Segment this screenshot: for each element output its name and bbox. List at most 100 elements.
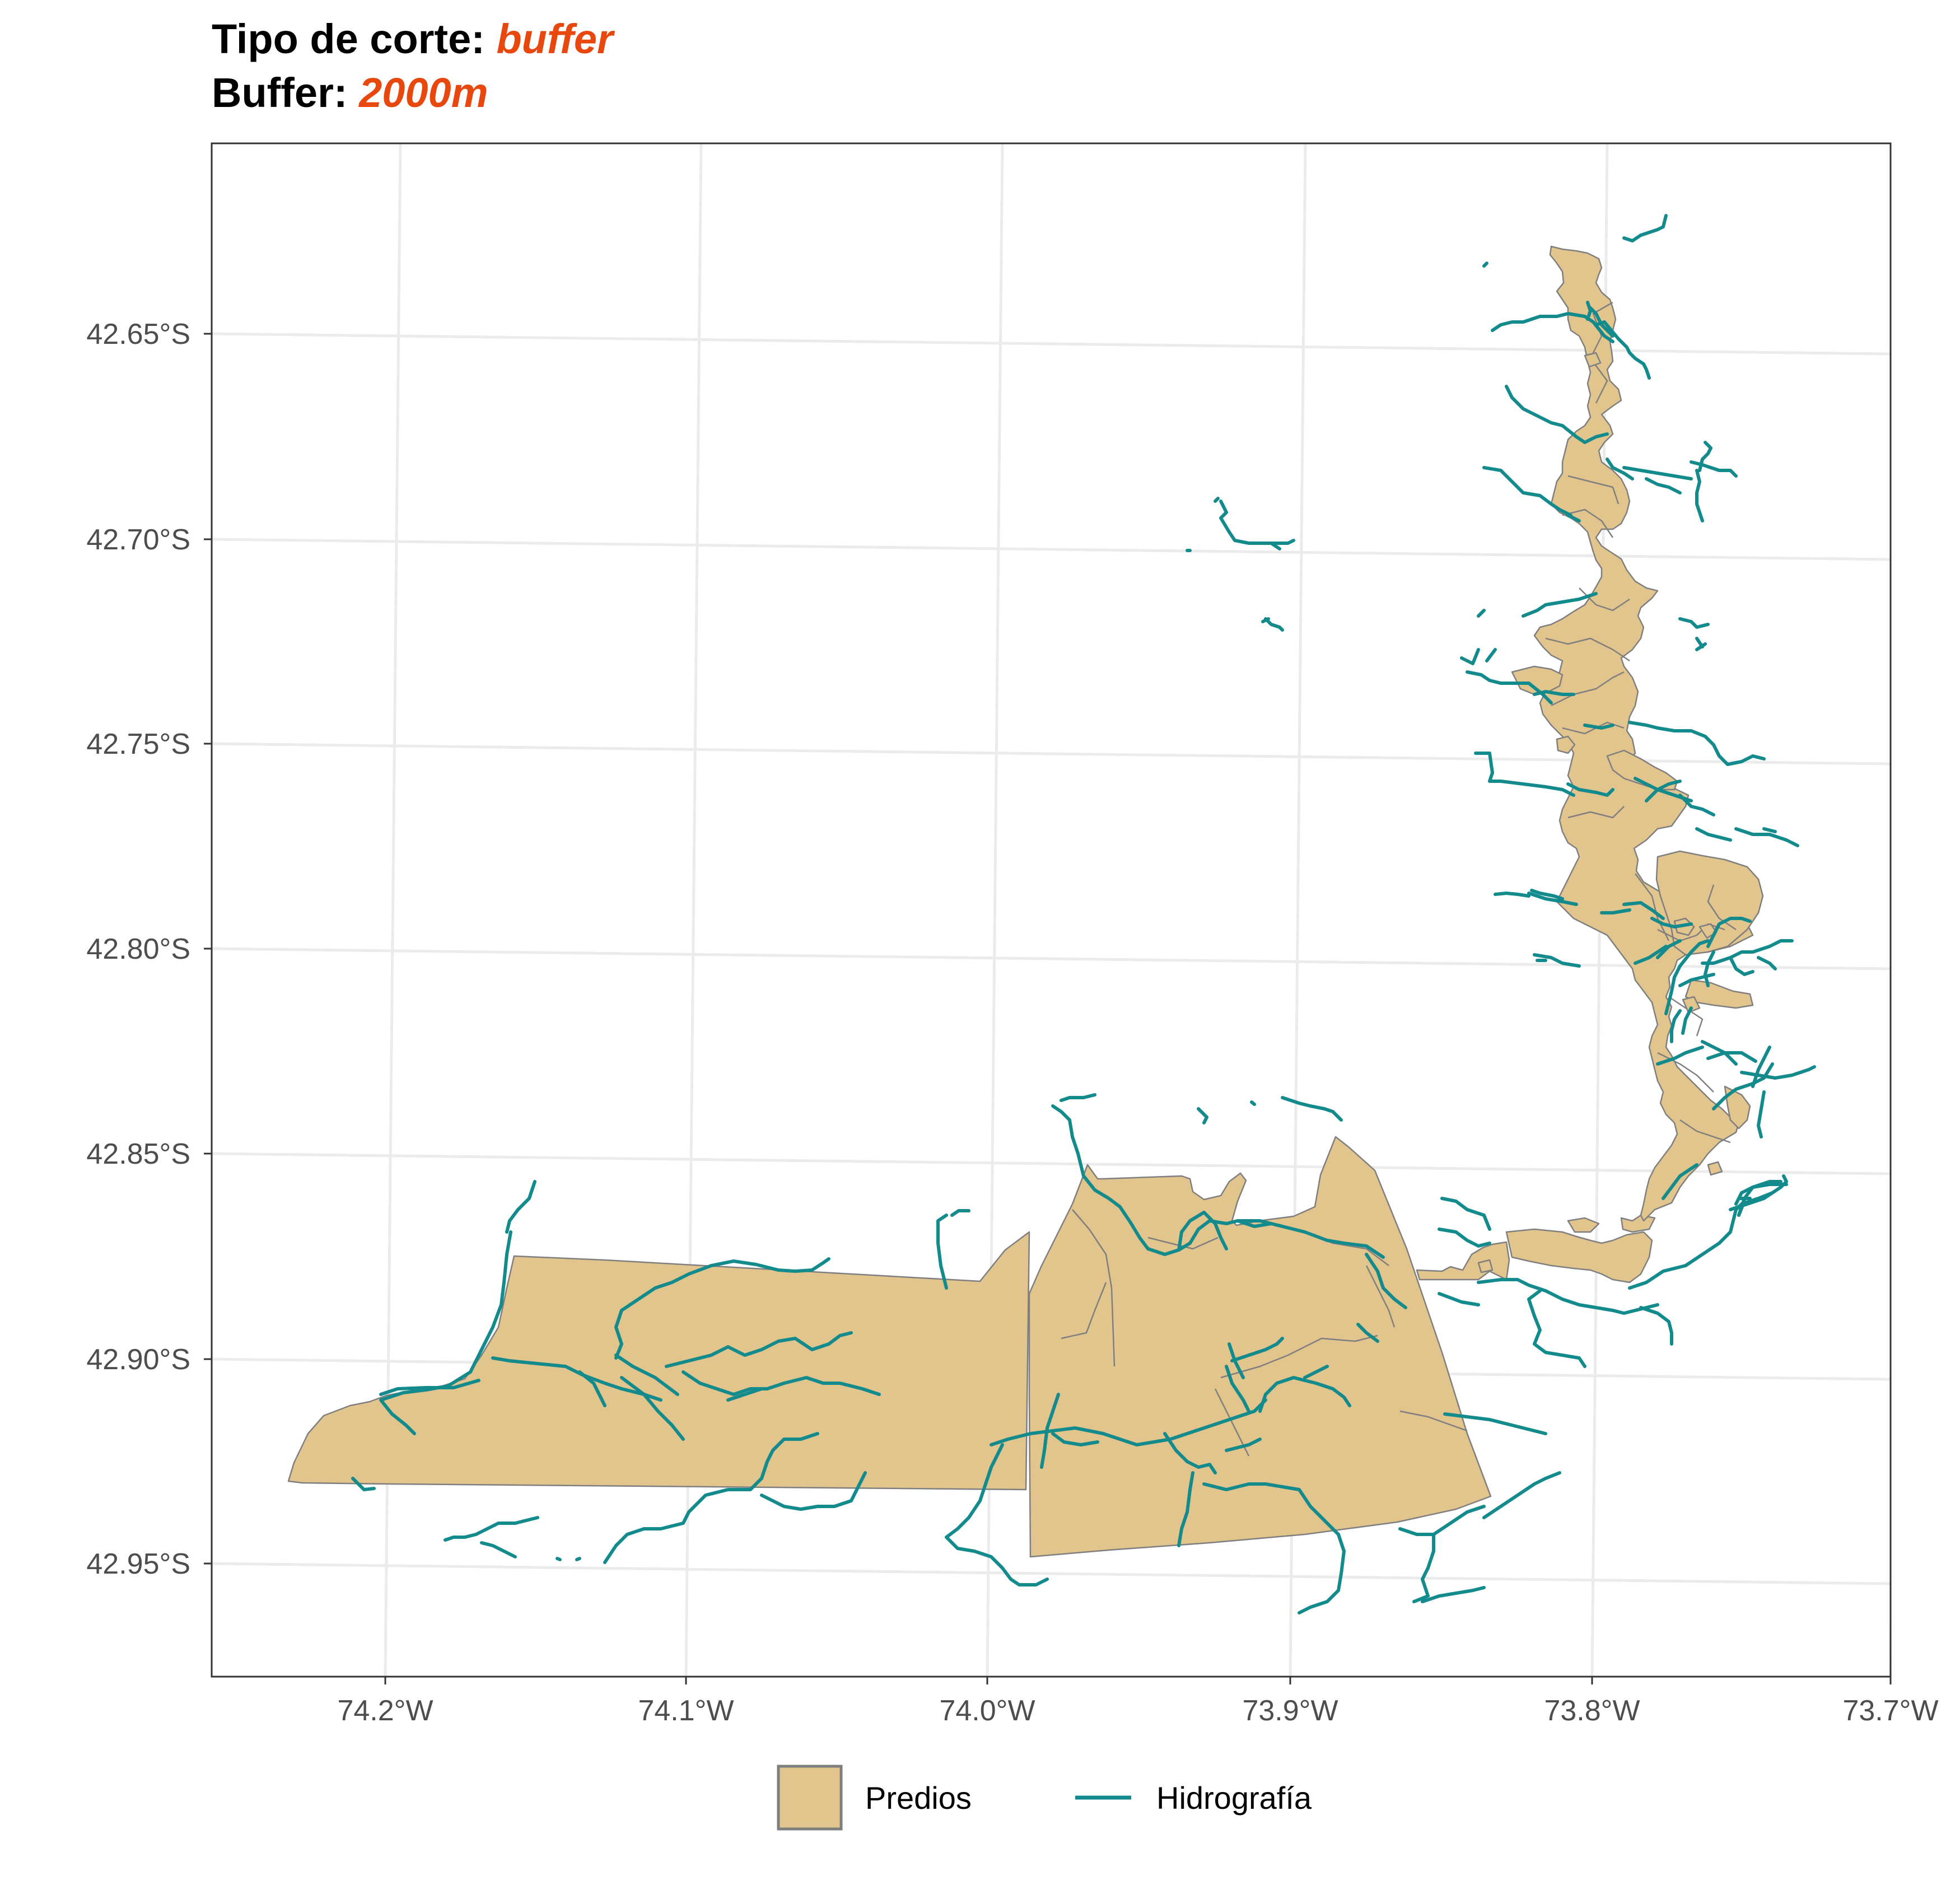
river-line (1664, 939, 1710, 1015)
river-line (1146, 1211, 1228, 1256)
river-line (1494, 892, 1530, 898)
parcel-division (1365, 1265, 1396, 1328)
river-line (1670, 1009, 1682, 1043)
river-line (1757, 1090, 1766, 1138)
parcel-division (1220, 1334, 1378, 1379)
river-line (1737, 1180, 1782, 1217)
x-tick-label: 73.7°W (1842, 1695, 1938, 1727)
river-line (1594, 320, 1651, 380)
river-line (1622, 214, 1668, 242)
river-line (1225, 1438, 1262, 1452)
river-line (1440, 1197, 1491, 1231)
y-tick-label: 42.95°S (86, 1548, 190, 1580)
river-line (1695, 827, 1732, 842)
river-line (1051, 1104, 1150, 1250)
parallel-42.85 (212, 1152, 1891, 1175)
parcel-division (1072, 1209, 1116, 1367)
river-line (1477, 609, 1486, 618)
legend: Predios Hidrografía (777, 1765, 1312, 1831)
river-line (1482, 1471, 1561, 1519)
predio-cluster (1556, 735, 1576, 754)
river-line (1678, 973, 1715, 987)
title-line-1-label: Tipo de corte: (212, 16, 497, 62)
predio-cluster (1477, 1259, 1494, 1273)
river-line (1412, 1533, 1435, 1603)
x-tick-label: 74.0°W (939, 1695, 1035, 1727)
river-line (1236, 1219, 1273, 1228)
river-line (1474, 752, 1575, 797)
river-line (1586, 301, 1592, 321)
river-line (1734, 827, 1799, 847)
title-line-2-value: 2000m (359, 69, 488, 116)
river-line (1491, 312, 1614, 343)
x-tick-label: 73.8°W (1544, 1695, 1640, 1727)
plot-title: Tipo de corte: buffer Buffer: 2000m (212, 12, 613, 120)
river-line (1438, 1292, 1480, 1306)
predio-cluster (1682, 996, 1701, 1014)
river-line (1258, 1376, 1351, 1413)
river-line (1482, 262, 1488, 268)
river-line (1365, 1253, 1407, 1309)
river-line (1757, 956, 1777, 970)
parcel-division (1657, 923, 1725, 942)
river-line (1681, 1006, 1693, 1035)
river-line (1225, 1365, 1250, 1413)
title-line-2-label: Buffer: (212, 69, 360, 116)
panel-border (211, 142, 1892, 1678)
river-line (1583, 432, 1609, 444)
x-tick-label: 73.9°W (1242, 1695, 1338, 1727)
river-line (505, 1180, 536, 1234)
river-line (1460, 648, 1480, 665)
river-line (1729, 1191, 1774, 1211)
predio-polygon (1511, 665, 1564, 696)
river-line (1485, 648, 1497, 662)
legend-hidrografia-label: Hidrografía (1156, 1780, 1312, 1816)
parcel-division (1399, 1410, 1468, 1432)
river-line (1261, 617, 1270, 623)
river-line (1566, 514, 1581, 522)
predio-cluster (1707, 1161, 1723, 1176)
river-line (950, 1209, 970, 1217)
river-line (1706, 917, 1752, 948)
river-line (1740, 1065, 1816, 1080)
river-line (1163, 1432, 1217, 1474)
legend-predios-swatch (777, 1765, 843, 1831)
river-line (1583, 724, 1614, 730)
parcel-division (1551, 671, 1625, 707)
river-line (620, 1376, 685, 1441)
river-line (1622, 901, 1665, 920)
parcel-division (1635, 873, 1670, 941)
river-line (760, 1471, 867, 1511)
parcel-division (1567, 806, 1625, 819)
river-line (1443, 1412, 1547, 1435)
river-line (1650, 917, 1693, 928)
parcel-division (1567, 475, 1620, 505)
y-tick-label: 42.70°S (86, 524, 190, 556)
x-tick-label: 74.1°W (638, 1695, 734, 1727)
y-tick-label: 42.90°S (86, 1343, 190, 1376)
river-line (1356, 1323, 1379, 1343)
river-line (1751, 1046, 1771, 1088)
river-line (726, 1387, 763, 1402)
y-tick-label: 42.80°S (86, 933, 190, 965)
river-line (1230, 1337, 1284, 1362)
river-line (1214, 497, 1220, 503)
predio-polygon (1606, 749, 1678, 791)
river-line (1250, 1100, 1256, 1106)
river-line (1589, 306, 1614, 338)
title-line-1-value: buffer (496, 16, 613, 62)
river-line (1566, 782, 1614, 797)
parcel-division (1147, 1236, 1219, 1250)
river-line (1656, 939, 1682, 959)
river-line (1051, 1432, 1099, 1446)
river-line (480, 1541, 517, 1558)
y-tick-label: 42.85°S (86, 1138, 190, 1170)
predio-polygon (1505, 1228, 1653, 1284)
river-line (603, 1432, 819, 1564)
predio-polygon (1620, 1214, 1656, 1233)
river-line (1634, 945, 1668, 965)
x-axis-labels: 74.2°W 74.1°W 74.0°W 73.9°W 73.8°W 73.7°… (337, 1695, 1938, 1727)
river-line (945, 1443, 1049, 1586)
river-line (1690, 460, 1738, 478)
river-line (1678, 617, 1710, 629)
